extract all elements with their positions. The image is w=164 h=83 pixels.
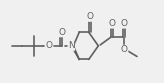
Text: O: O [121,19,128,28]
Text: O: O [58,28,65,37]
Text: N: N [68,41,75,50]
Text: O: O [86,12,93,21]
Text: O: O [121,45,128,54]
Text: O: O [108,19,115,28]
Text: O: O [46,41,53,50]
